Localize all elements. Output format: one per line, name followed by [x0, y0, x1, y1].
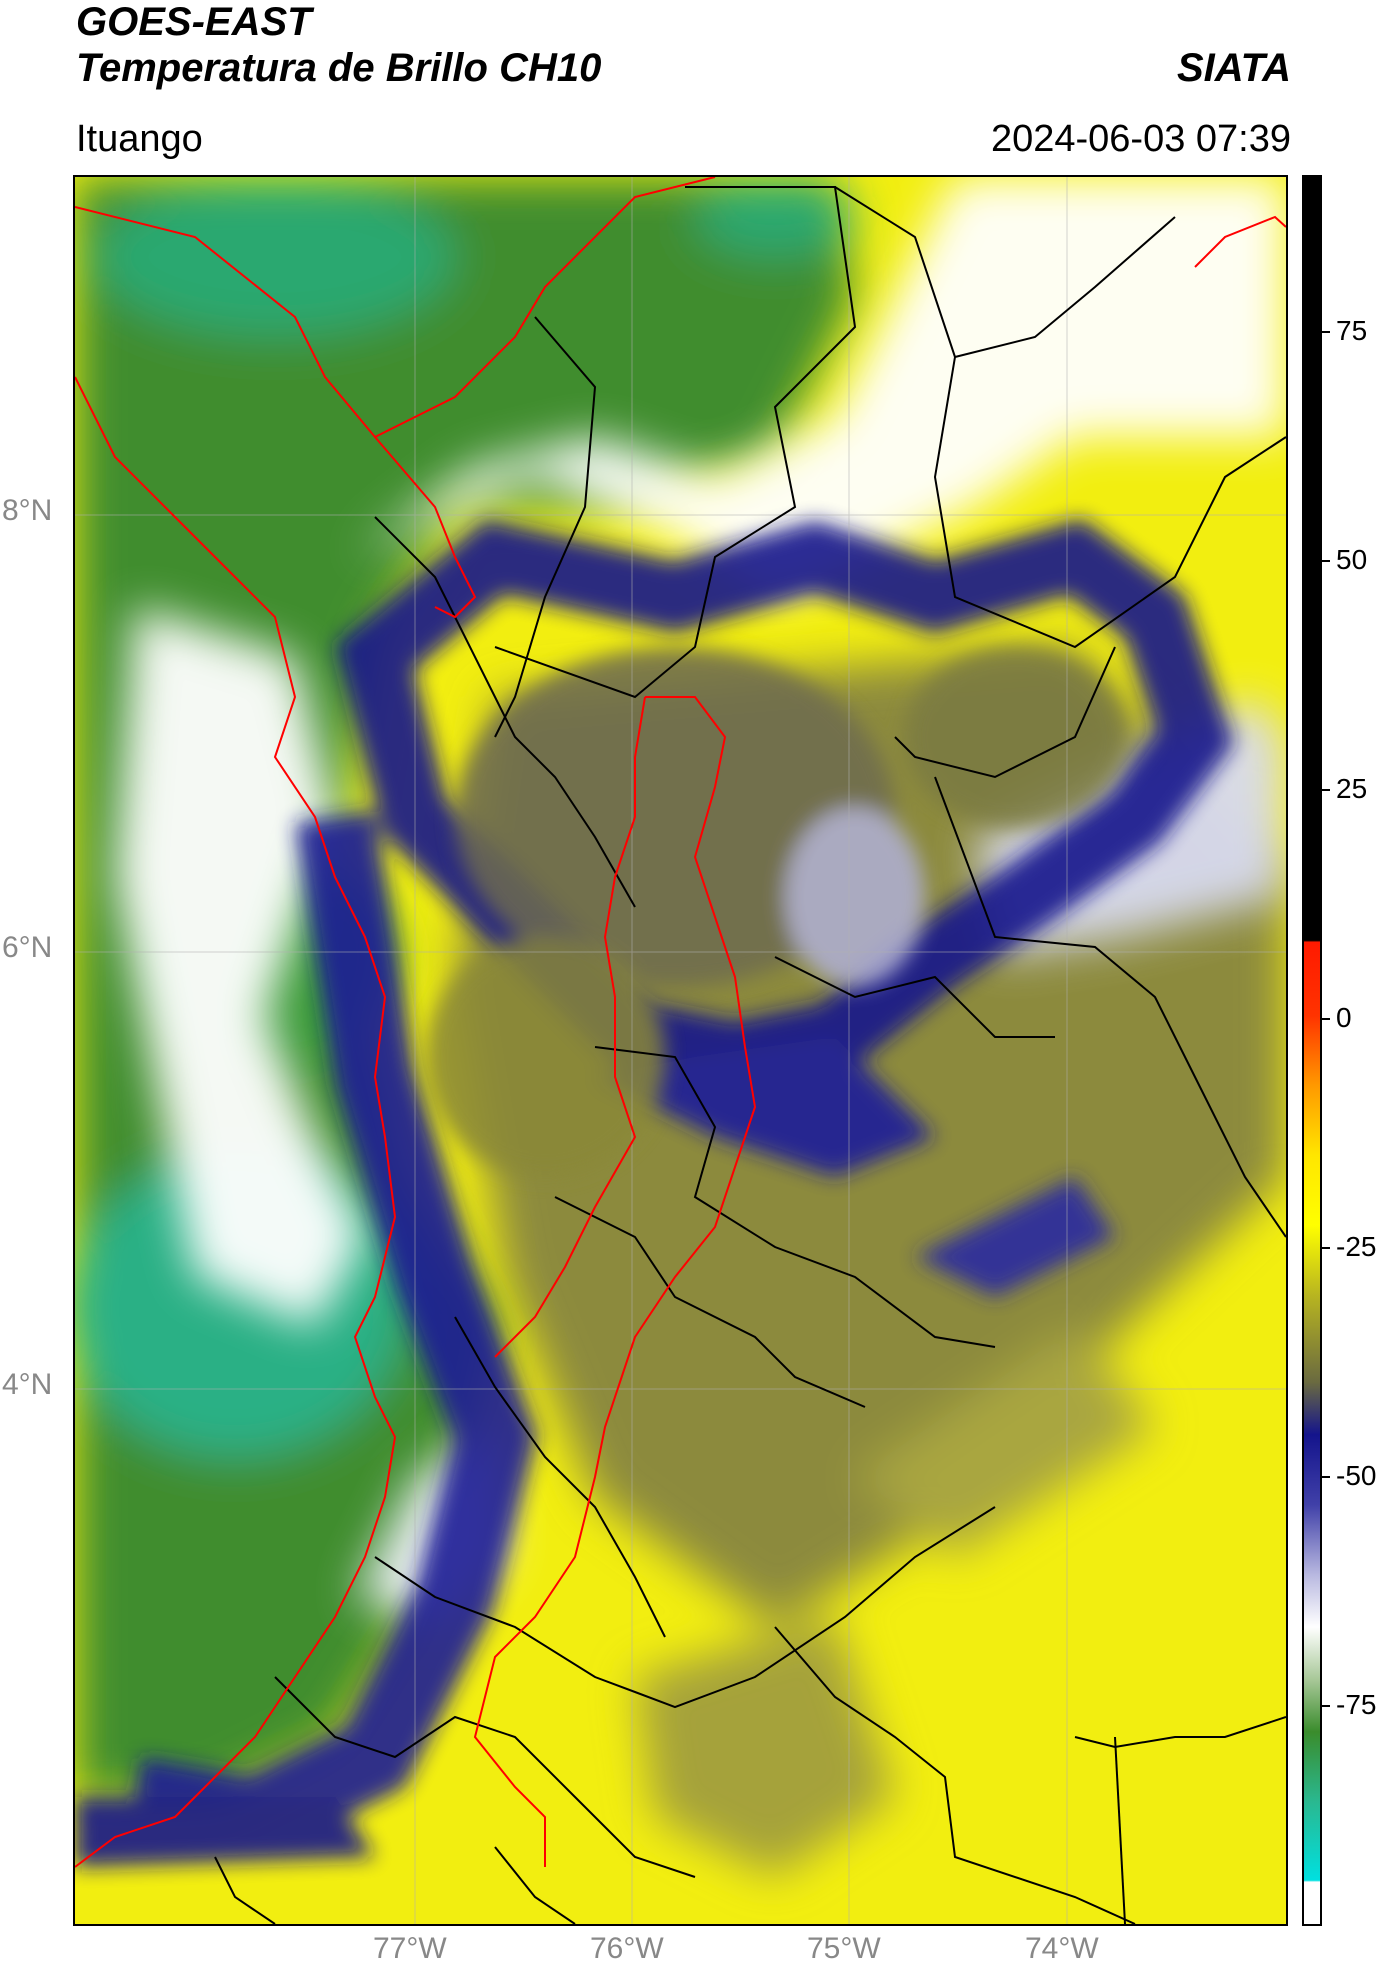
- graticule: [75, 177, 1286, 1924]
- colorbar-label: -50: [1336, 1460, 1377, 1491]
- timestamp-label: 2024-06-03 07:39: [990, 118, 1291, 160]
- lon-tick-label: 75°W: [807, 1932, 881, 1965]
- brand-label: SIATA: [1176, 46, 1291, 90]
- location-label: Ituango: [76, 118, 203, 160]
- department-boundaries: [214, 186, 1286, 1924]
- coastline-boundary: [75, 177, 1286, 1868]
- lon-tick-label: 74°W: [1025, 1932, 1099, 1965]
- lat-tick-label: 4°N: [2, 1368, 53, 1401]
- product-title: Temperatura de Brillo CH10: [76, 46, 602, 90]
- colorbar-tick: [1322, 1018, 1330, 1020]
- colorbar-label: 50: [1336, 544, 1368, 575]
- colorbar-label: -25: [1336, 1231, 1377, 1262]
- temperature-colorbar: [1302, 175, 1322, 1926]
- lat-tick-label: 8°N: [2, 494, 53, 527]
- colorbar-label: 75: [1336, 315, 1368, 346]
- colorbar-tick: [1322, 1705, 1330, 1707]
- colorbar-label: -75: [1336, 1689, 1377, 1720]
- colorbar-tick: [1322, 331, 1330, 333]
- colorbar-tick: [1322, 1476, 1330, 1478]
- colorbar-tick: [1322, 1247, 1330, 1249]
- satellite-title: GOES-EAST: [76, 0, 312, 44]
- lat-tick-label: 6°N: [2, 931, 53, 964]
- colorbar-label: 0: [1336, 1002, 1352, 1033]
- colorbar-gradient: [1304, 177, 1320, 1924]
- lon-tick-label: 77°W: [373, 1932, 447, 1965]
- brightness-temperature-map: [75, 177, 1286, 1924]
- cloud-core: [425, 647, 1125, 1177]
- colorbar-tick: [1322, 560, 1330, 562]
- colorbar-label: 25: [1336, 773, 1368, 804]
- colorbar-tick: [1322, 789, 1330, 791]
- map-panel: [73, 175, 1288, 1926]
- lon-tick-label: 76°W: [590, 1932, 664, 1965]
